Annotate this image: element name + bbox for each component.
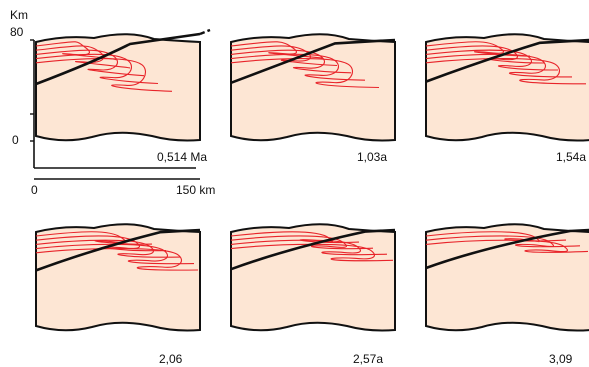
isotherm-contour (230, 53, 366, 81)
isotherm-contour (230, 235, 374, 250)
isotherm-contour (425, 235, 581, 248)
plate-boundary (230, 228, 396, 271)
panel-label-4: 2,06 (159, 352, 183, 366)
section-body (230, 33, 396, 142)
isotherm-contour (35, 49, 145, 77)
y-top-label: 80 (10, 25, 24, 39)
panel-label-6: 3,09 (549, 352, 573, 366)
panel-label-5: 2,57a (353, 352, 384, 366)
plate-boundary (230, 38, 396, 85)
isotherm-contour (35, 243, 195, 265)
panels (35, 28, 589, 332)
axes (30, 39, 200, 180)
isotherm-contour (425, 239, 589, 253)
panel-label-3: 1,54a (556, 150, 587, 164)
panel-label-1: 0,514 Ma (157, 150, 208, 164)
isotherm-contour (35, 45, 131, 69)
isotherm-contour (230, 243, 394, 262)
section-body (425, 33, 589, 142)
panel-3 (425, 33, 589, 142)
isotherm-contour (35, 239, 181, 258)
isotherm-contour (35, 53, 159, 85)
panel-5 (230, 223, 396, 332)
plate-boundary-extension (199, 28, 211, 36)
scale-end-label: 150 km (176, 183, 216, 197)
plate-boundary (35, 228, 201, 272)
panel-2 (230, 33, 396, 142)
plate-boundary (35, 32, 201, 86)
isotherm-contour (425, 53, 573, 78)
isotherm-contour (230, 239, 388, 256)
y-bottom-label: 0 (12, 133, 19, 147)
scale-start-label: 0 (31, 183, 38, 197)
plate-boundary (425, 228, 589, 270)
panel-1 (35, 28, 211, 142)
isotherm-contour (230, 231, 360, 244)
plate-boundary (425, 38, 589, 83)
panel-label-2: 1,03a (357, 150, 388, 164)
isotherm-contour (35, 248, 199, 271)
isotherm-contour (425, 49, 559, 71)
panel-4 (35, 223, 201, 332)
isotherm-contour (230, 49, 352, 74)
section-body (230, 223, 396, 332)
panel-6 (425, 223, 589, 332)
isotherm-contour (230, 45, 338, 67)
y-unit-label: Km (10, 8, 28, 22)
